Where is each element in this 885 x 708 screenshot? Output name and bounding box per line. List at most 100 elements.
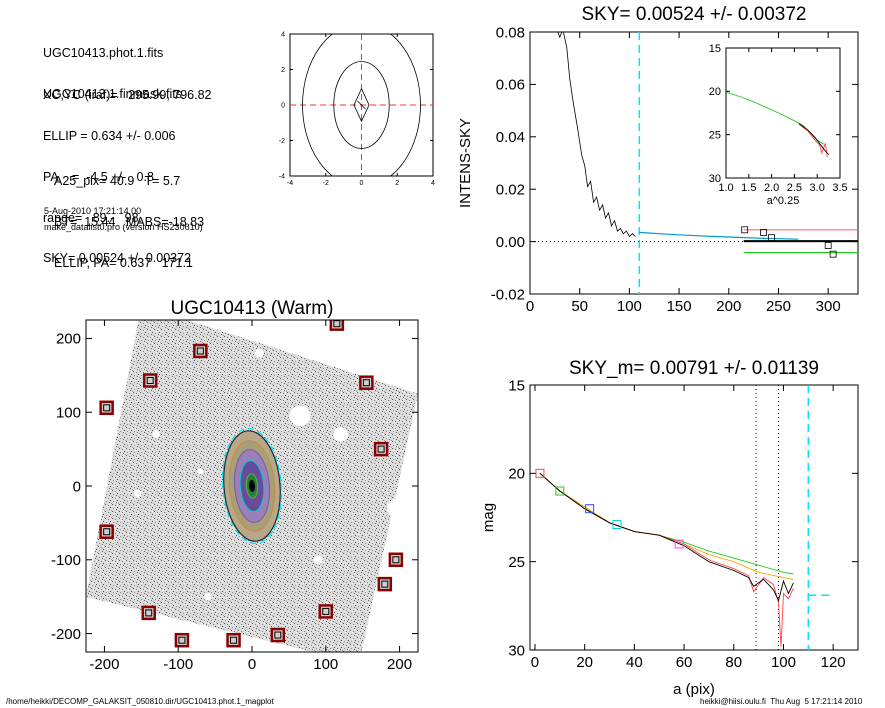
program-version: make_datalist0.pro (version HS230610) <box>44 222 203 232</box>
star-mask-inner <box>377 445 385 453</box>
footer-path: /home/heikki/DECOMP_GALAKSIT_050810.dir/… <box>6 697 274 706</box>
sky-sample-square <box>741 226 749 234</box>
star-mask-inner <box>103 528 111 536</box>
mag-xtick-label: 20 <box>576 654 593 671</box>
image-xtick-label: -100 <box>163 656 193 673</box>
star-mask-inner <box>230 636 238 644</box>
masked-region <box>152 430 160 439</box>
star-mask-inner <box>381 580 389 588</box>
image-panel: UGC10413 (Warm) -200 -100 0 100 200 -200 -100 0 1… <box>51 298 419 673</box>
mag-xtick-label: 0 <box>531 654 539 671</box>
contour-ytick-label: 2 <box>281 67 285 74</box>
masked-region <box>204 592 212 601</box>
sky-ylabel: INTENS-SKY <box>457 118 474 208</box>
mag-sample-square <box>585 504 595 514</box>
star-mask-box <box>142 373 158 388</box>
center-mark <box>357 100 366 110</box>
inset-ytick-label: 25 <box>709 130 721 142</box>
sky-xtick-label: 300 <box>816 298 841 315</box>
mag-sample-square <box>535 468 545 478</box>
sky-ytick-label: 0.06 <box>496 77 525 94</box>
sky-ytick-label: 0.02 <box>496 181 525 198</box>
star-mask-box <box>193 343 208 359</box>
param-a25: A25_pix= 40.9 T= 5.7 <box>54 174 181 189</box>
star-mask-inner <box>322 607 330 615</box>
masked-region <box>197 468 204 475</box>
file-names: UGC10413.phot.1.fits UGC10413.1.finmask.… <box>43 20 182 115</box>
derived-parameters: A25_pix= 40.9 T= 5.7 BT= 15.44 MABS=-18.… <box>54 148 204 284</box>
inset-ytick-label: 15 <box>709 43 721 55</box>
galaxy-sky-ellipse <box>221 427 283 545</box>
mag-ytick-label: 30 <box>508 642 525 659</box>
sky-xtick-label: 0 <box>526 298 534 315</box>
mag-series-line <box>539 472 794 575</box>
inset-xlabel: a^0.25 <box>767 195 800 207</box>
mag-xtick-label: 120 <box>821 654 846 671</box>
sky-xtick-label: 100 <box>617 298 642 315</box>
mag-xtick-label: 80 <box>725 654 742 671</box>
footer-user: heikki@hiisi.oulu.fi Thu Aug 5 17:21:14 … <box>700 697 863 706</box>
mag-xtick-label: 60 <box>676 654 693 671</box>
param-ellip-pa: ELLIP, PA= 0.637 171.1 <box>54 255 193 270</box>
galaxy <box>221 427 283 545</box>
star-mask-box <box>141 605 156 621</box>
contour-panel: -4 -2 0 2 4 -4 -2 0 2 4 <box>279 31 435 187</box>
star-mask-inner <box>333 320 341 328</box>
star-mask-box <box>99 524 114 539</box>
image-xtick-label: 200 <box>387 656 412 673</box>
mag-series-line <box>539 472 794 647</box>
param-bt: BT= 15.44 MABS=-18.83 <box>54 214 205 229</box>
mag-frame <box>529 384 859 651</box>
sky-xtick-label: 150 <box>667 298 692 315</box>
star-mask-inner <box>103 404 111 412</box>
mag-series-line <box>539 472 794 602</box>
inset-ytick-label: 30 <box>709 173 721 185</box>
masked-region <box>133 489 142 498</box>
mag-xtick-label: 100 <box>771 654 796 671</box>
image-xtick-label: 100 <box>313 656 338 673</box>
star-mask-box <box>377 576 393 592</box>
param-range: range= 89.- 98. <box>43 210 143 225</box>
mag-xtick-label: 40 <box>626 654 643 671</box>
contour-level <box>302 34 421 176</box>
run-date: 5-Aug-2010 17:21:14.00 <box>44 206 142 216</box>
image-content <box>86 320 418 652</box>
sky-outer-profile <box>639 231 799 240</box>
star-mask-box <box>99 400 114 416</box>
sky-sample-square <box>768 234 775 242</box>
param-ellip: ELLIP = 0.634 +/- 0.006 <box>43 128 176 143</box>
inset-frame <box>725 47 841 179</box>
inset-xtick-label: 2.5 <box>787 182 802 194</box>
masked-region <box>313 555 323 565</box>
star-mask-inner <box>362 379 370 387</box>
sky-ytick-label: 0.00 <box>496 234 525 251</box>
inset-xtick-label: 3.0 <box>810 182 825 194</box>
sky-ytick-label: 0.04 <box>496 129 525 146</box>
sky-intensity-profile <box>557 32 636 238</box>
inset-series-line <box>798 123 828 158</box>
image-title: UGC10413 (Warm) <box>171 298 334 319</box>
sky-ytick-label: -0.02 <box>491 286 525 303</box>
star-mask-box <box>373 441 389 457</box>
masked-region <box>254 348 264 358</box>
sky-frame <box>529 31 859 295</box>
inset-xtick-label: 2.0 <box>764 182 779 194</box>
star-mask-inner <box>145 609 153 617</box>
image-xtick-label: 0 <box>248 656 256 673</box>
mag-series-line <box>539 472 794 580</box>
inset-xtick-label: 1.0 <box>718 182 733 194</box>
inset-series-line <box>798 123 829 155</box>
mag-ylabel: mag <box>480 503 497 532</box>
sky-xtick-label: 50 <box>571 298 588 315</box>
mag-title: SKY_m= 0.00791 +/- 0.01139 <box>569 358 819 379</box>
inset-xtick-label: 1.5 <box>741 182 756 194</box>
sky-title: SKY= 0.00524 +/- 0.00372 <box>581 4 806 25</box>
star-mask-box <box>270 627 286 643</box>
contour-xtick-label: -4 <box>287 180 293 187</box>
mag-sample-square <box>612 520 622 530</box>
sky-xtick-label: 200 <box>716 298 741 315</box>
inset-panel: 1.0 1.5 2.0 2.5 3.0 3.5 15 20 25 30 a^0.25 <box>709 43 848 207</box>
sky-ytick-label: 0.08 <box>496 24 525 41</box>
param-pa: PA = -4.5 +/- 0.8 <box>43 169 154 184</box>
